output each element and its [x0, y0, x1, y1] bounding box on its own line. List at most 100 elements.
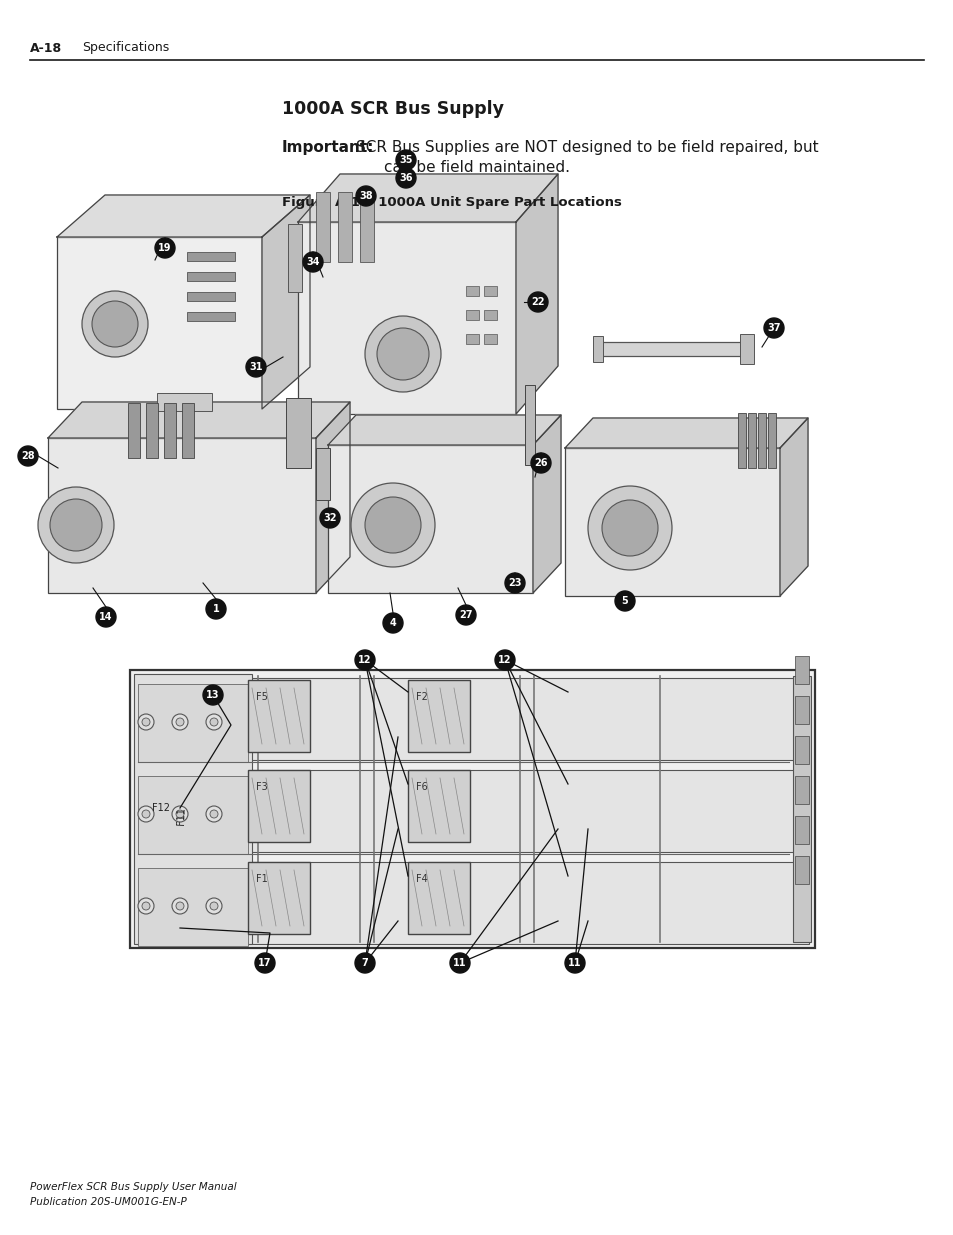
Circle shape: [601, 500, 658, 556]
Circle shape: [395, 168, 416, 188]
Bar: [130, 671, 814, 948]
Bar: [133, 674, 252, 944]
Circle shape: [175, 718, 184, 726]
Text: 34: 34: [306, 257, 319, 267]
Circle shape: [355, 186, 375, 206]
Circle shape: [504, 573, 524, 593]
Circle shape: [96, 606, 116, 627]
Bar: [794, 656, 808, 684]
Text: 17: 17: [258, 958, 272, 968]
Circle shape: [531, 453, 551, 473]
Circle shape: [355, 650, 375, 671]
Text: 12: 12: [358, 655, 372, 664]
Bar: [248, 769, 310, 842]
Text: 11: 11: [453, 958, 466, 968]
Text: 22: 22: [531, 296, 544, 308]
Bar: [57, 237, 262, 409]
Circle shape: [365, 496, 420, 553]
Polygon shape: [516, 174, 558, 414]
Text: 26: 26: [534, 458, 547, 468]
Bar: [465, 310, 478, 320]
Circle shape: [172, 898, 188, 914]
Circle shape: [254, 953, 274, 973]
Text: PowerFlex SCR Bus Supply User Manual: PowerFlex SCR Bus Supply User Manual: [30, 1182, 236, 1192]
Polygon shape: [297, 174, 558, 222]
Polygon shape: [564, 417, 807, 448]
Bar: [248, 680, 310, 752]
Bar: [187, 272, 234, 282]
Bar: [483, 310, 497, 320]
Bar: [794, 697, 808, 724]
Text: 31: 31: [249, 362, 262, 372]
Circle shape: [246, 357, 266, 377]
Bar: [359, 191, 374, 262]
Circle shape: [18, 446, 38, 466]
Circle shape: [142, 810, 150, 818]
Text: F4: F4: [416, 874, 427, 884]
Circle shape: [365, 316, 440, 391]
Circle shape: [91, 301, 138, 347]
Bar: [138, 776, 248, 853]
Circle shape: [138, 898, 153, 914]
Circle shape: [175, 810, 184, 818]
Circle shape: [175, 902, 184, 910]
Bar: [794, 736, 808, 764]
Bar: [337, 191, 352, 262]
Bar: [593, 336, 602, 362]
Bar: [288, 224, 302, 291]
Bar: [136, 862, 808, 944]
Circle shape: [319, 508, 339, 529]
Text: 4: 4: [389, 618, 395, 629]
Text: 32: 32: [323, 513, 336, 522]
Polygon shape: [328, 415, 560, 445]
Text: Important:: Important:: [282, 140, 375, 156]
Circle shape: [376, 329, 429, 380]
Circle shape: [210, 810, 218, 818]
Bar: [138, 684, 248, 762]
Bar: [792, 676, 810, 942]
Text: 14: 14: [99, 613, 112, 622]
Text: can be field maintained.: can be field maintained.: [384, 161, 569, 175]
Bar: [248, 862, 310, 934]
Text: F5: F5: [255, 692, 268, 701]
Bar: [136, 769, 808, 852]
Text: 27: 27: [458, 610, 473, 620]
Circle shape: [527, 291, 547, 312]
Text: 36: 36: [399, 173, 413, 183]
Text: F6: F6: [416, 782, 427, 792]
Circle shape: [303, 252, 323, 272]
Circle shape: [172, 714, 188, 730]
Text: 28: 28: [21, 451, 34, 461]
Bar: [136, 678, 808, 760]
Circle shape: [206, 714, 222, 730]
Circle shape: [138, 806, 153, 823]
Bar: [740, 333, 753, 364]
Bar: [408, 862, 470, 934]
Bar: [794, 816, 808, 844]
Bar: [297, 222, 516, 414]
Text: A-18: A-18: [30, 42, 62, 54]
Bar: [408, 769, 470, 842]
Bar: [157, 393, 212, 411]
Circle shape: [206, 806, 222, 823]
Text: F12: F12: [152, 803, 170, 813]
Bar: [483, 287, 497, 296]
Circle shape: [206, 599, 226, 619]
Circle shape: [395, 149, 416, 170]
Polygon shape: [262, 195, 310, 409]
Text: 37: 37: [766, 324, 780, 333]
Text: Publication 20S-UM001G-EN-P: Publication 20S-UM001G-EN-P: [30, 1197, 187, 1207]
Text: Specifications: Specifications: [82, 42, 169, 54]
Bar: [48, 438, 315, 593]
Text: 12: 12: [497, 655, 511, 664]
Bar: [164, 403, 175, 458]
Circle shape: [142, 718, 150, 726]
Text: 19: 19: [158, 243, 172, 253]
Circle shape: [382, 613, 402, 634]
Text: 1000A SCR Bus Supply: 1000A SCR Bus Supply: [282, 100, 503, 119]
Circle shape: [38, 487, 113, 563]
Circle shape: [355, 953, 375, 973]
Bar: [408, 680, 470, 752]
Polygon shape: [57, 195, 310, 237]
Text: 23: 23: [508, 578, 521, 588]
